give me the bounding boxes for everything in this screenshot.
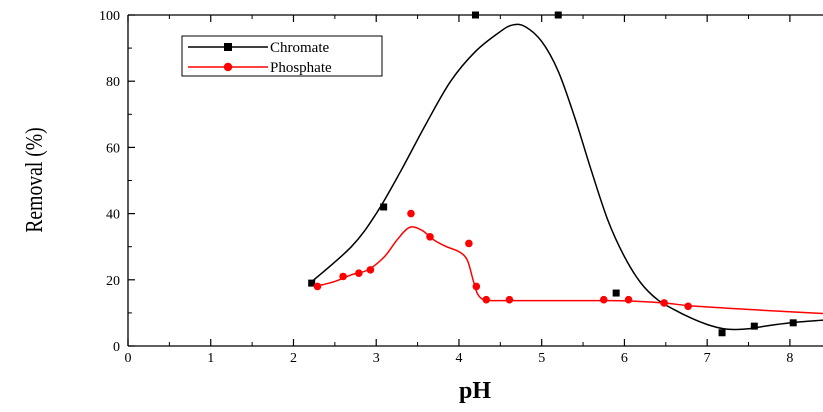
chromate-point <box>612 289 620 297</box>
x-axis-title: pH <box>459 378 491 404</box>
phosphate-point <box>366 266 375 274</box>
legend: Chromate Phosphate <box>181 35 383 77</box>
x-tick-label: 8 <box>786 351 793 366</box>
chromate-legend-label: Chromate <box>270 40 329 56</box>
chromate-point <box>789 319 797 327</box>
y-tick-label: 60 <box>106 141 120 156</box>
phosphate-point <box>313 282 322 291</box>
x-tick-label: 3 <box>373 351 380 366</box>
chromate-point <box>750 322 758 330</box>
x-tick-label: 0 <box>125 351 132 366</box>
y-tick-label: 0 <box>113 340 120 355</box>
chromate-point <box>718 329 726 337</box>
phosphate-legend-marker <box>223 62 233 72</box>
chromate-legend-marker <box>224 43 232 51</box>
x-tick-label: 6 <box>621 351 628 366</box>
phosphate-point <box>472 282 481 291</box>
phosphate-point <box>660 299 668 307</box>
chromate-point <box>380 203 388 211</box>
chromate-point <box>554 11 562 19</box>
y-tick-label: 20 <box>106 274 120 289</box>
y-axis-title: Removal (%) <box>20 127 47 232</box>
phosphate-point <box>482 295 491 304</box>
phosphate-point <box>426 232 434 241</box>
phosphate-point <box>624 295 633 304</box>
legend-box <box>181 35 383 77</box>
points-layer <box>308 11 797 337</box>
phosphate-point <box>355 269 363 277</box>
phosphate-point <box>684 302 692 311</box>
phosphate-point <box>599 295 608 304</box>
y-tick-label: 80 <box>106 75 120 90</box>
phosphate-point <box>407 209 415 218</box>
chromate-fit-line <box>309 23 823 331</box>
phosphate-point <box>465 239 473 248</box>
phosphate-fit-line <box>314 226 823 315</box>
x-tick-label: 4 <box>455 351 462 366</box>
curves-layer <box>309 23 823 331</box>
y-tick-label: 100 <box>99 9 120 24</box>
phosphate-point <box>339 272 347 281</box>
x-tick-label: 5 <box>538 351 545 366</box>
x-tick-label: 7 <box>704 351 711 366</box>
chromate-point <box>472 11 479 19</box>
chromate-point <box>308 279 316 287</box>
phosphate-legend-label: Phosphate <box>270 60 332 76</box>
x-tick-label: 2 <box>290 351 297 366</box>
x-tick-label: 1 <box>207 351 214 366</box>
phosphate-point <box>505 295 514 304</box>
y-tick-label: 40 <box>106 208 120 223</box>
